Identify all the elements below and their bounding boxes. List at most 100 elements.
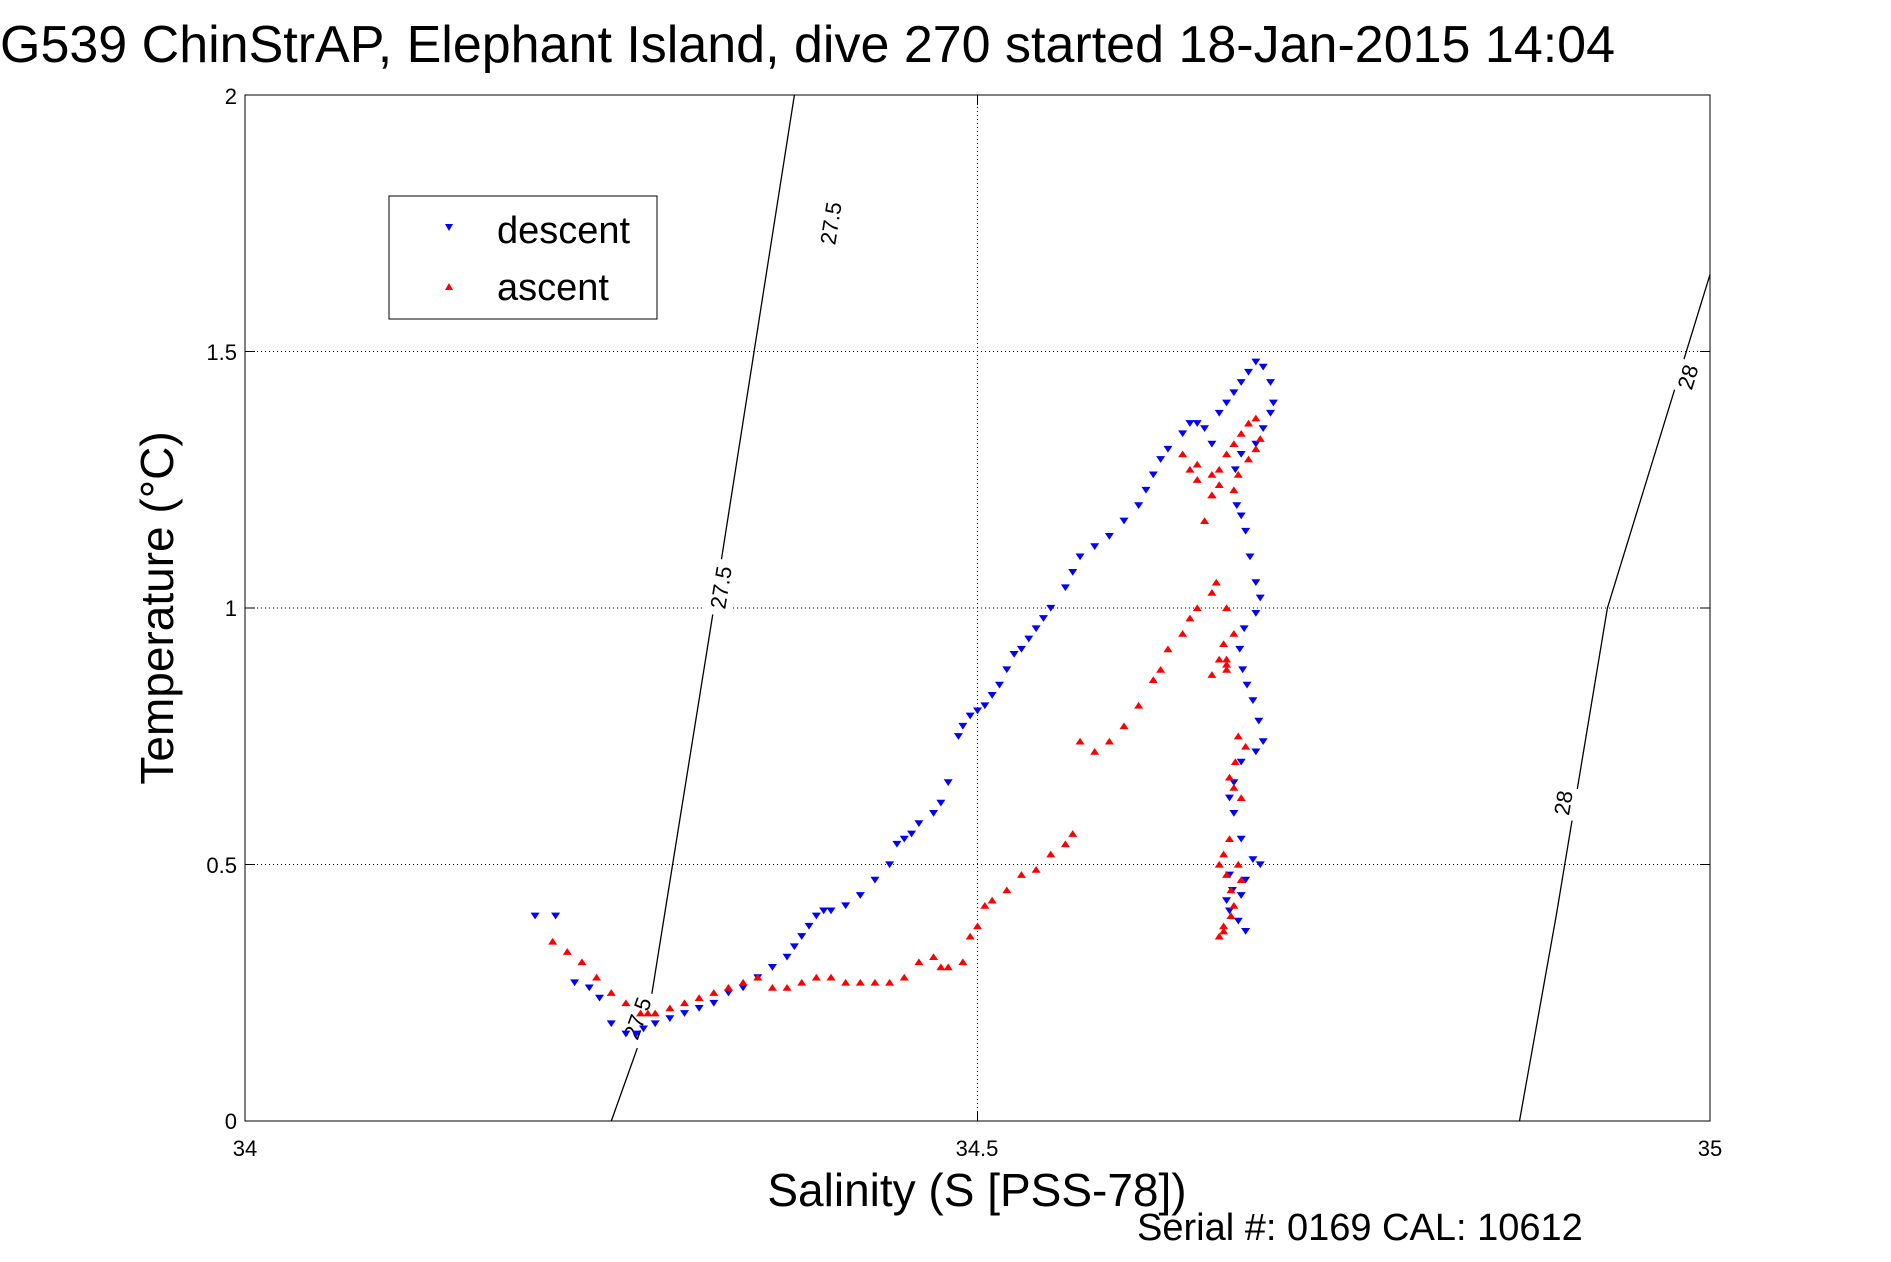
descent-data-point — [1266, 409, 1275, 417]
ascent-data-point — [709, 989, 719, 996]
ascent-data-point — [1207, 671, 1217, 678]
ascent-data-point — [1148, 676, 1158, 683]
ascent-data-point — [1046, 850, 1056, 858]
ascent-data-point — [1016, 871, 1026, 878]
x-tick-label: 34 — [233, 1136, 257, 1161]
descent-data-point — [1254, 717, 1264, 725]
descent-data-point — [826, 907, 836, 915]
ascent-data-point — [855, 978, 865, 986]
ascent-data-point — [1214, 860, 1224, 868]
descent-data-point — [1239, 625, 1249, 633]
ascent-data-point — [1229, 440, 1239, 447]
ascent-data-point — [1192, 604, 1202, 612]
contour-label-background — [702, 557, 740, 618]
descent-data-point — [958, 722, 968, 730]
ascent-data-point — [1236, 794, 1246, 801]
ascent-data-point — [782, 984, 792, 991]
x-tick-label: 35 — [1698, 1136, 1722, 1161]
axis-ticks — [244, 94, 1711, 1122]
descent-data-point — [811, 912, 821, 920]
descent-data-point — [1236, 450, 1246, 458]
ascent-data-point — [621, 999, 631, 1007]
ascent-data-point — [548, 937, 558, 945]
descent-data-point — [1251, 440, 1261, 448]
ascent-data-point — [767, 984, 777, 991]
descent-data-point — [1046, 604, 1056, 612]
ascent-data-point — [1233, 732, 1243, 740]
ascent-data-point — [680, 999, 689, 1007]
descent-data-point — [738, 984, 748, 992]
descent-data-point — [606, 1020, 616, 1028]
descent-data-point — [1038, 615, 1048, 622]
descent-data-point — [665, 1015, 675, 1022]
descent-data-point — [1075, 553, 1085, 561]
descent-data-point — [943, 779, 953, 787]
descent-data-point — [621, 1030, 631, 1038]
descent-data-point — [804, 922, 814, 930]
ascent-data-point — [562, 948, 572, 955]
ascent-data-point — [650, 1009, 660, 1017]
ascent-data-point — [1178, 630, 1188, 637]
descent-data-point — [1163, 445, 1173, 453]
descent-data-point — [1258, 425, 1268, 433]
density-contour-line — [610, 94, 796, 1122]
ascent-data-point — [1222, 871, 1232, 878]
serial-calibration-note: Serial #: 0169 CAL: 10612 — [1137, 1207, 1583, 1249]
descent-data-point — [1248, 697, 1258, 704]
descent-data-point — [929, 810, 939, 817]
descent-data-point — [1242, 681, 1252, 689]
ascent-data-point — [1229, 901, 1239, 909]
ascent-data-point — [1244, 455, 1254, 463]
ascent-data-point — [1185, 465, 1195, 473]
ascent-data-point — [1233, 860, 1243, 868]
ascent-data-point — [811, 973, 821, 981]
ascent-data-point — [1214, 465, 1224, 473]
ascent-data-point — [1222, 655, 1232, 663]
y-tick-label: 0.5 — [206, 853, 237, 878]
descent-data-point — [723, 989, 733, 997]
ascent-data-point — [694, 994, 704, 1002]
ascent-data-point — [1060, 840, 1070, 848]
y-axis-label: Temperature (°C) — [131, 431, 183, 784]
ascent-data-point — [1222, 660, 1232, 668]
ascent-data-point — [1192, 460, 1202, 468]
chart-title: G539 ChinStrAP, Elephant Island, dive 27… — [0, 16, 1615, 74]
descent-data-point — [1236, 512, 1246, 520]
descent-data-point — [584, 984, 594, 992]
descent-data-point — [1251, 579, 1261, 586]
descent-data-point — [631, 1030, 641, 1038]
descent-data-point — [797, 933, 807, 940]
descent-data-point — [1241, 876, 1251, 884]
descent-data-point — [1185, 420, 1195, 427]
descent-data-point — [1222, 399, 1232, 407]
descent-data-point — [551, 912, 561, 920]
ascent-data-point — [1185, 614, 1195, 622]
contour-label-background — [1669, 357, 1707, 397]
descent-data-point — [1248, 856, 1258, 863]
descent-data-point — [1236, 892, 1246, 899]
x-tick-label: 34.5 — [956, 1136, 999, 1161]
y-tick-label: 2 — [225, 84, 237, 109]
legend-descent-marker — [445, 224, 453, 231]
ascent-data-point — [1226, 886, 1236, 894]
descent-data-point — [1255, 594, 1265, 602]
descent-data-point — [907, 830, 917, 838]
ascent-data-point — [929, 953, 939, 960]
ascent-data-point — [738, 978, 748, 986]
descent-data-point — [973, 707, 982, 715]
ascent-data-point — [1214, 932, 1224, 940]
ascent-data-point — [1224, 835, 1234, 842]
descent-data-point — [1200, 425, 1210, 433]
ascent-data-point — [1178, 450, 1188, 458]
descent-data-point — [1236, 835, 1246, 843]
ascent-data-point — [1119, 722, 1129, 730]
contour-label-background — [812, 193, 850, 254]
ascent-data-point — [1207, 589, 1217, 596]
ascent-data-point — [899, 973, 909, 981]
descent-data-point — [1224, 794, 1234, 802]
descent-data-point — [1090, 543, 1100, 551]
descent-data-point — [1002, 666, 1012, 674]
descent-data-point — [680, 1010, 689, 1017]
ascent-data-point — [1251, 445, 1261, 453]
ascent-data-point — [1229, 630, 1239, 637]
